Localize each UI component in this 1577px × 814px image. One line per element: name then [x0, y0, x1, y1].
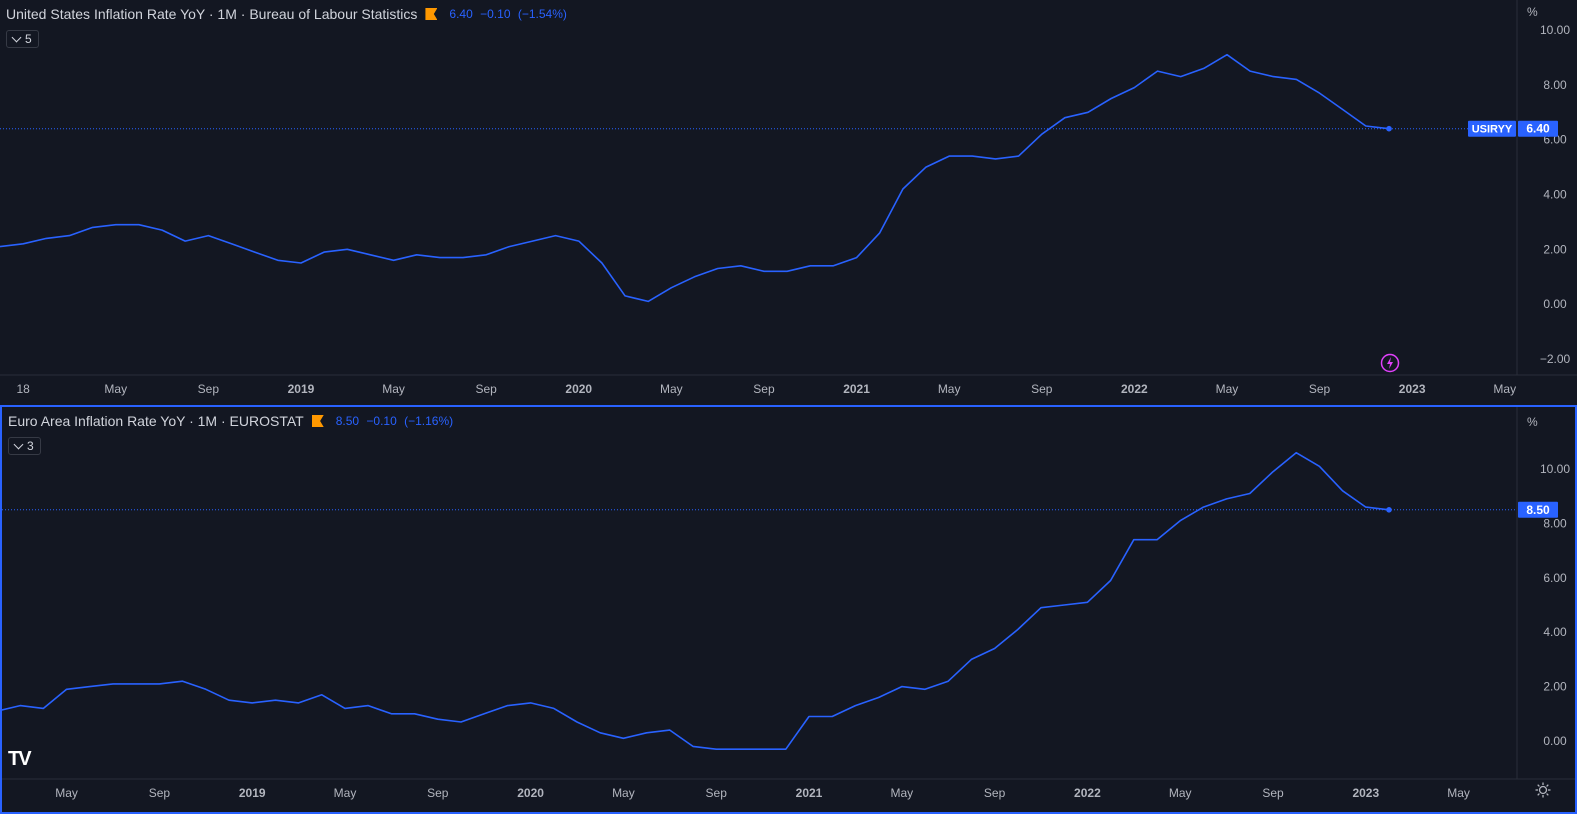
- x-tick-label: 2021: [843, 382, 870, 396]
- x-tick-label: May: [890, 786, 913, 800]
- x-tick-label: May: [104, 382, 127, 396]
- settings-icon[interactable]: [1535, 782, 1551, 798]
- last-value-tag-bg: [1518, 501, 1558, 518]
- x-tick-label: May: [382, 382, 405, 396]
- us-change-pct: (−1.54%): [517, 7, 567, 21]
- y-tick-label: 4.00: [1543, 625, 1567, 639]
- us-collapse-count: 5: [25, 32, 32, 46]
- x-tick-label: 2020: [565, 382, 592, 396]
- y-tick-label: −2.00: [1540, 352, 1571, 366]
- x-tick-label: Sep: [984, 786, 1006, 800]
- us-legend-values: 6.40 −0.10 (−1.54%): [449, 7, 570, 21]
- symbol-tag: USIRYY: [1472, 124, 1513, 136]
- euro-chart-title: Euro Area Inflation Rate YoY · 1M · EURO…: [8, 413, 304, 429]
- x-tick-label: 2021: [796, 786, 823, 800]
- x-tick-label: Sep: [706, 786, 728, 800]
- x-tick-label: 2023: [1399, 382, 1426, 396]
- x-tick-label: 2022: [1074, 786, 1101, 800]
- x-tick-label: May: [1169, 786, 1192, 800]
- symbol-tag-bg: [1468, 120, 1516, 137]
- y-tick-label: 0.00: [1543, 734, 1567, 748]
- tradingview-logo[interactable]: TV: [8, 748, 32, 770]
- y-tick-label: 8.00: [1543, 516, 1567, 530]
- lightning-icon[interactable]: [1380, 353, 1400, 373]
- chevron-down-icon: [13, 439, 24, 450]
- euro-legend: Euro Area Inflation Rate YoY · 1M · EURO…: [8, 413, 457, 429]
- series-line: [0, 53, 1390, 303]
- x-tick-label: Sep: [1262, 786, 1284, 800]
- y-tick-label: 4.00: [1543, 188, 1567, 202]
- x-tick-label: Sep: [753, 382, 775, 396]
- us-legend: United States Inflation Rate YoY · 1M · …: [6, 6, 571, 22]
- euro-last-value: 8.50: [335, 414, 360, 428]
- x-tick-label: Sep: [427, 786, 449, 800]
- x-tick-label: May: [55, 786, 78, 800]
- last-value-tag: 8.50: [1526, 503, 1550, 517]
- x-tick-label: 2022: [1121, 382, 1148, 396]
- x-tick-label: 2020: [517, 786, 544, 800]
- x-tick-label: May: [1493, 382, 1516, 396]
- x-tick-label: Sep: [198, 382, 220, 396]
- x-tick-label: 18: [16, 382, 30, 396]
- euro-collapse-count: 3: [27, 439, 34, 453]
- chevron-down-icon: [11, 32, 22, 43]
- euro-legend-values: 8.50 −0.10 (−1.16%): [336, 414, 457, 428]
- x-tick-label: May: [1216, 382, 1239, 396]
- y-tick-label: 2.00: [1543, 242, 1567, 256]
- x-tick-label: Sep: [1031, 382, 1053, 396]
- x-tick-label: May: [938, 382, 961, 396]
- y-tick-label: 10.00: [1540, 23, 1570, 37]
- x-tick-label: 2019: [288, 382, 315, 396]
- x-tick-label: Sep: [475, 382, 497, 396]
- x-tick-label: May: [612, 786, 635, 800]
- x-tick-label: Sep: [1309, 382, 1331, 396]
- x-tick-label: 2023: [1352, 786, 1379, 800]
- us-change: −0.10: [480, 7, 511, 21]
- us-chart-title: United States Inflation Rate YoY · 1M · …: [6, 6, 418, 22]
- flag-icon[interactable]: [425, 8, 437, 20]
- euro-inflation-chart[interactable]: % 10.00 8.00 6.00 4.00 2.00 0.00 May Sep 2019 May S…: [2, 407, 1575, 812]
- us-last-value: 6.40: [449, 7, 473, 21]
- x-tick-label: 2019: [239, 786, 266, 800]
- y-tick-label: 10.00: [1540, 462, 1570, 476]
- x-tick-label: Sep: [149, 786, 171, 800]
- euro-inflation-pane[interactable]: % 10.00 8.00 6.00 4.00 2.00 0.00 May Sep 2019 May S…: [0, 405, 1577, 814]
- y-tick-label: 8.00: [1543, 78, 1567, 92]
- y-tick-label: 0.00: [1543, 297, 1567, 311]
- flag-icon[interactable]: [312, 415, 324, 427]
- x-tick-label: May: [1447, 786, 1470, 800]
- last-point: [1386, 507, 1392, 513]
- euro-change-pct: (−1.16%): [404, 414, 454, 428]
- y-tick-label: 6.00: [1543, 571, 1567, 585]
- last-value-tag-bg: [1518, 120, 1558, 137]
- unit-label: %: [1527, 415, 1538, 429]
- unit-label: %: [1527, 5, 1538, 19]
- y-tick-label: 2.00: [1543, 680, 1567, 694]
- euro-collapse-button[interactable]: 3: [8, 437, 41, 455]
- last-point: [1386, 125, 1392, 132]
- us-collapse-button[interactable]: 5: [6, 30, 39, 48]
- x-tick-label: May: [334, 786, 357, 800]
- euro-change: −0.10: [366, 414, 397, 428]
- us-inflation-pane[interactable]: % 10.00 8.00 6.00 4.00 2.00 0.00 −2.00 18 May Sep 2…: [0, 0, 1577, 404]
- last-value-tag: 6.40: [1526, 122, 1550, 136]
- series-line: [2, 451, 1390, 750]
- x-tick-label: May: [660, 382, 683, 396]
